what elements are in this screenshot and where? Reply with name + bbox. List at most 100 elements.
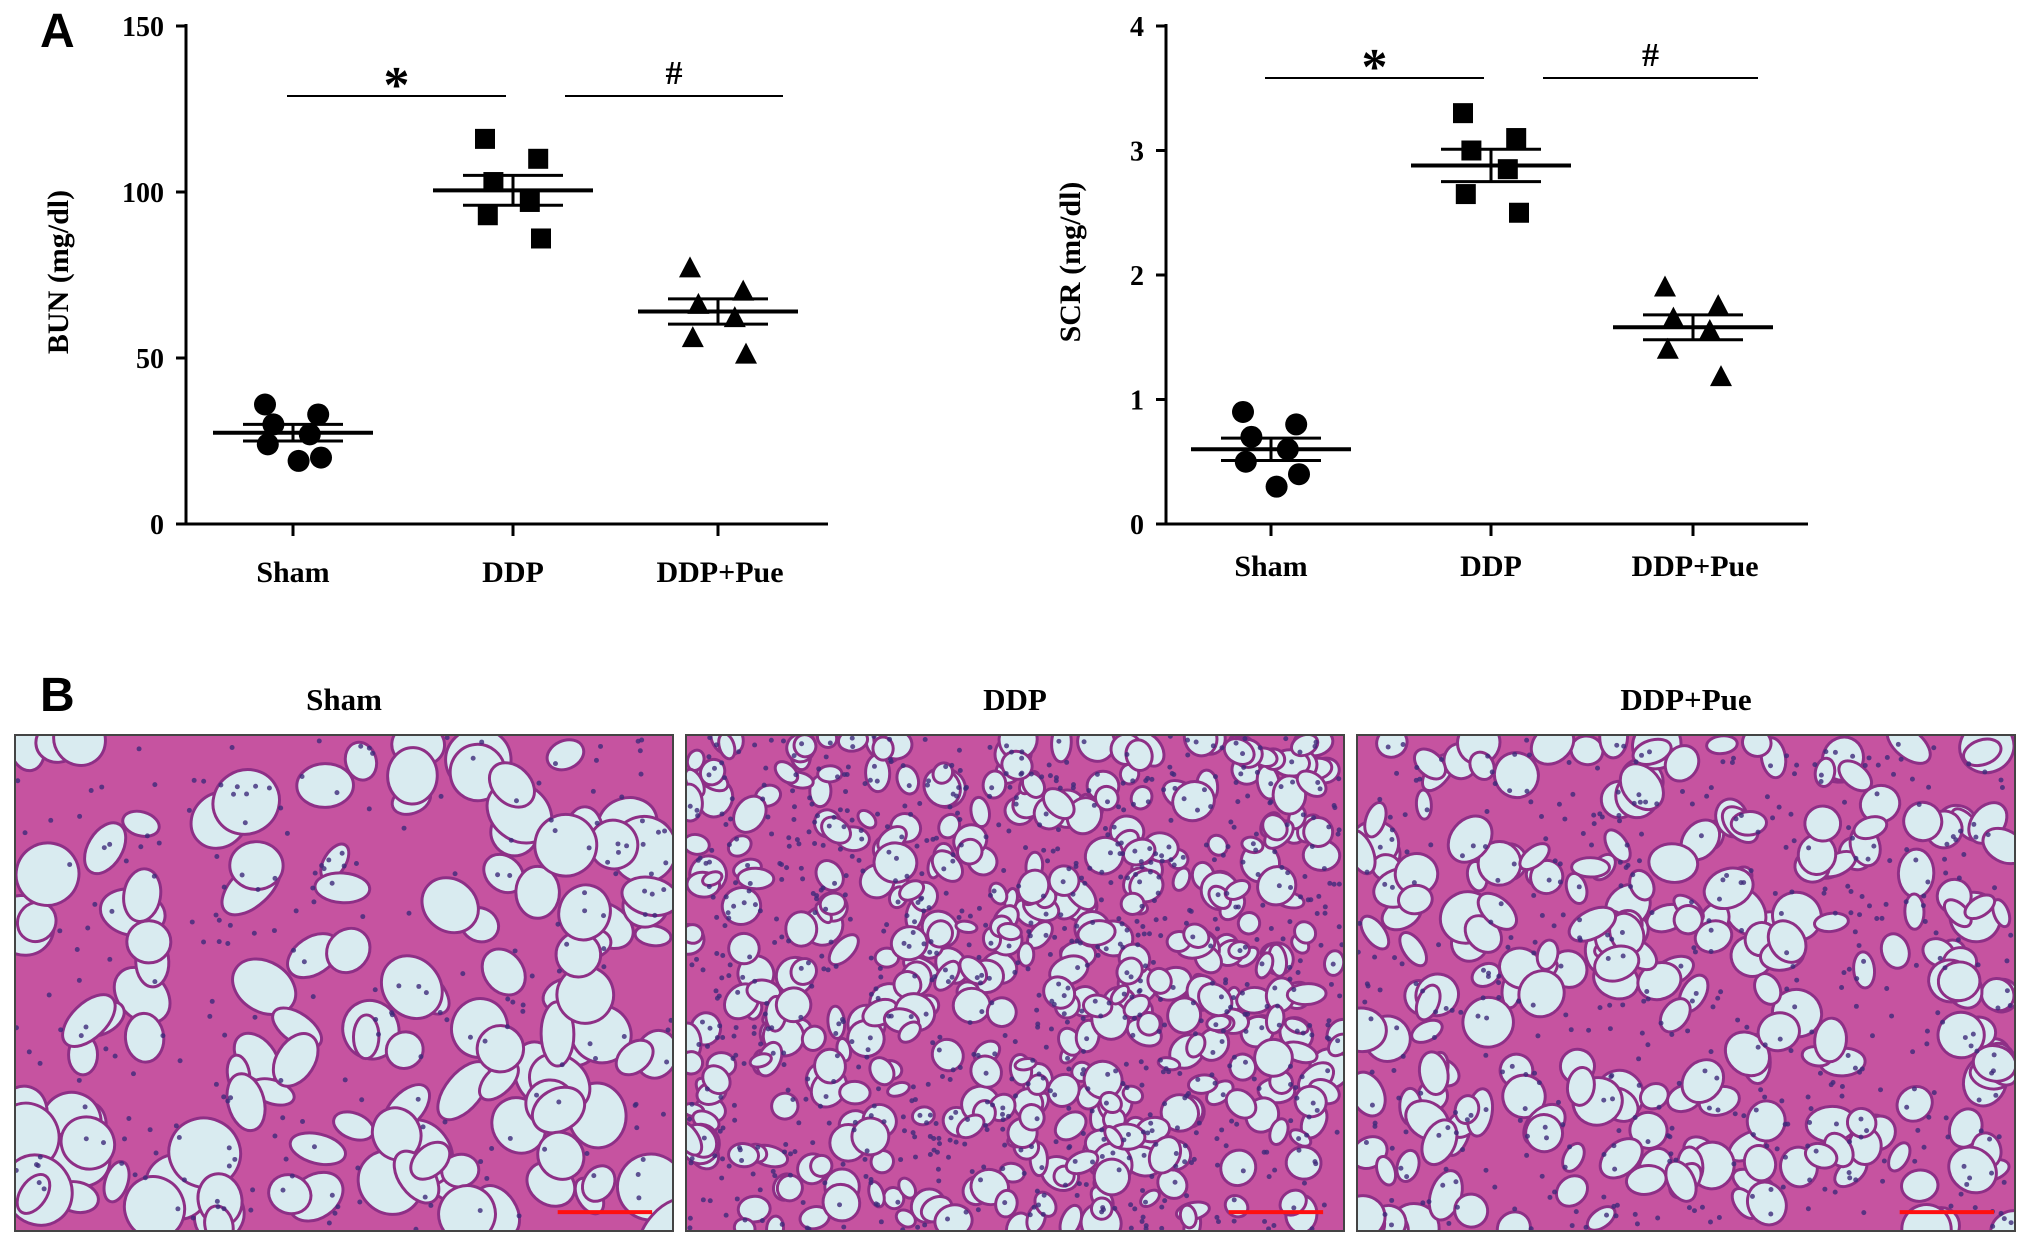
- cell-nucleus: [987, 793, 993, 799]
- cell-nucleus: [736, 749, 742, 755]
- cell-nucleus: [621, 1033, 627, 1039]
- cell-nucleus: [956, 747, 962, 753]
- tubule-lumen: [765, 1214, 786, 1230]
- cell-nucleus: [57, 928, 63, 934]
- cell-nucleus: [947, 1137, 953, 1143]
- cell-nucleus: [1132, 1206, 1138, 1212]
- cell-nucleus: [755, 1144, 761, 1150]
- cell-nucleus: [1874, 916, 1880, 921]
- cell-nucleus: [714, 1035, 720, 1041]
- bun-point: [256, 433, 279, 456]
- cell-nucleus: [1859, 1066, 1865, 1072]
- cell-nucleus: [1394, 770, 1400, 776]
- cell-nucleus: [1171, 772, 1177, 777]
- cell-nucleus: [689, 1156, 695, 1162]
- tubule-lumen: [717, 736, 737, 761]
- cell-nucleus: [191, 777, 197, 783]
- cell-nucleus: [329, 880, 335, 886]
- cell-nucleus: [601, 913, 607, 919]
- cell-nucleus: [1209, 980, 1215, 986]
- tubule-lumen: [1146, 966, 1173, 995]
- cell-nucleus: [1099, 869, 1105, 875]
- cell-nucleus: [1389, 1145, 1395, 1151]
- cell-nucleus: [788, 1151, 793, 1157]
- cell-nucleus: [687, 1225, 693, 1230]
- cell-nucleus: [470, 755, 476, 761]
- cell-nucleus: [271, 928, 277, 934]
- cell-nucleus: [1790, 963, 1796, 969]
- tubule-lumen: [228, 840, 285, 891]
- cell-nucleus: [1904, 847, 1910, 853]
- cell-nucleus: [1037, 822, 1043, 828]
- cell-nucleus: [936, 1135, 942, 1141]
- cell-nucleus: [1300, 812, 1306, 818]
- tubule-lumen: [736, 866, 776, 891]
- cell-nucleus: [640, 841, 646, 847]
- cell-nucleus: [957, 816, 963, 822]
- bun-ytick-label: 50: [136, 344, 164, 375]
- cell-nucleus: [700, 1197, 706, 1203]
- tubule-lumen: [1753, 972, 1783, 1006]
- cell-nucleus: [1639, 831, 1645, 837]
- cell-nucleus: [1358, 949, 1361, 955]
- cell-nucleus: [852, 1119, 858, 1125]
- cell-nucleus: [875, 811, 881, 817]
- tubule-lumen: [1098, 1090, 1123, 1114]
- cell-nucleus: [366, 806, 372, 812]
- scr-point: [1497, 159, 1518, 180]
- cell-nucleus: [805, 1076, 811, 1082]
- cell-nucleus: [1982, 769, 1988, 775]
- cell-nucleus: [83, 1024, 89, 1030]
- tubule-lumen: [838, 1079, 872, 1106]
- tubule-lumen: [1284, 1145, 1323, 1181]
- cell-nucleus: [252, 1014, 258, 1020]
- tubule-lumen: [1742, 1144, 1778, 1183]
- cell-nucleus: [992, 1051, 998, 1057]
- cell-nucleus: [733, 1025, 739, 1031]
- cell-nucleus: [1159, 1204, 1165, 1210]
- cell-nucleus: [1532, 1070, 1538, 1076]
- cell-nucleus: [1139, 1218, 1145, 1224]
- tubule-lumen: [820, 815, 852, 845]
- cell-nucleus: [1862, 762, 1868, 768]
- cell-nucleus: [1019, 770, 1025, 776]
- cell-nucleus: [1166, 844, 1172, 850]
- cell-nucleus: [326, 1220, 332, 1226]
- cell-nucleus: [798, 865, 804, 871]
- cell-nucleus: [1092, 998, 1098, 1004]
- cell-nucleus: [1724, 873, 1730, 879]
- cell-nucleus: [1294, 1095, 1300, 1101]
- cell-nucleus: [1710, 1004, 1716, 1010]
- cell-nucleus: [1468, 1112, 1474, 1118]
- cell-nucleus: [552, 761, 558, 767]
- cell-nucleus: [1792, 771, 1797, 777]
- tubule-lumen: [1041, 787, 1076, 821]
- cell-nucleus: [1231, 824, 1237, 830]
- cell-nucleus: [1691, 945, 1697, 951]
- cell-nucleus: [1161, 787, 1167, 793]
- cell-nucleus: [225, 941, 231, 946]
- cell-nucleus: [278, 1078, 284, 1083]
- cell-nucleus: [1074, 938, 1080, 944]
- cell-nucleus: [1208, 943, 1214, 949]
- cell-nucleus: [1387, 814, 1393, 820]
- cell-nucleus: [986, 975, 992, 981]
- tubule-lumen: [1963, 893, 1997, 921]
- cell-nucleus: [817, 1103, 823, 1109]
- cell-nucleus: [229, 744, 235, 750]
- cell-nucleus: [1181, 796, 1187, 802]
- cell-nucleus: [963, 1209, 969, 1215]
- cell-nucleus: [1012, 1039, 1018, 1045]
- tubule-lumen: [800, 1024, 827, 1052]
- cell-nucleus: [1331, 803, 1337, 808]
- tubule-lumen: [727, 1142, 761, 1169]
- cell-nucleus: [1436, 942, 1442, 948]
- cell-nucleus: [1117, 941, 1123, 947]
- cell-nucleus: [1328, 981, 1334, 987]
- cell-nucleus: [1945, 1134, 1951, 1140]
- cell-nucleus: [1926, 1114, 1932, 1120]
- cell-nucleus: [1288, 1082, 1294, 1087]
- cell-nucleus: [1185, 752, 1191, 758]
- tubule-lumen: [933, 1203, 974, 1230]
- cell-nucleus: [695, 857, 701, 863]
